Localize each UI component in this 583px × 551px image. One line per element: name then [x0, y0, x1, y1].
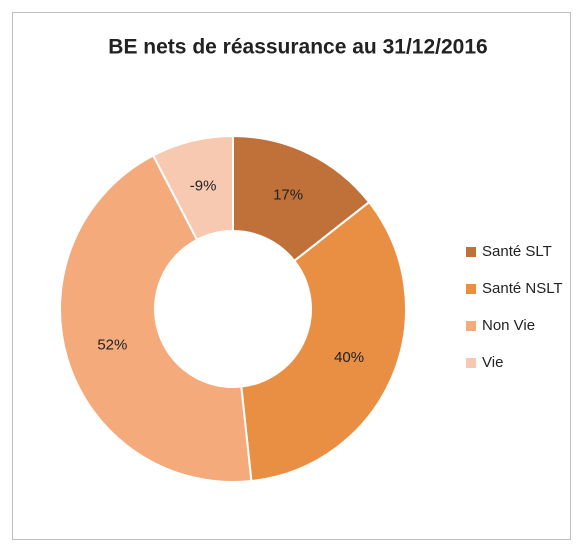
- legend-label: Santé NSLT: [482, 280, 563, 297]
- data-label: 40%: [334, 349, 364, 366]
- legend-swatch: [466, 358, 476, 368]
- legend-label: Santé SLT: [482, 243, 552, 260]
- data-label: 17%: [273, 187, 303, 204]
- legend-swatch: [466, 284, 476, 294]
- legend-swatch: [466, 321, 476, 331]
- chart-title: BE nets de réassurance au 31/12/2016: [108, 36, 487, 59]
- donut-slice: [240, 200, 407, 483]
- donut-slice: [232, 134, 371, 263]
- donut-slice: [59, 154, 253, 483]
- data-label: 52%: [97, 336, 127, 353]
- legend-swatch: [466, 247, 476, 257]
- legend-label: Non Vie: [482, 317, 535, 334]
- data-label: -9%: [190, 178, 217, 195]
- legend-label: Vie: [482, 354, 503, 371]
- donut-slice: [151, 134, 234, 242]
